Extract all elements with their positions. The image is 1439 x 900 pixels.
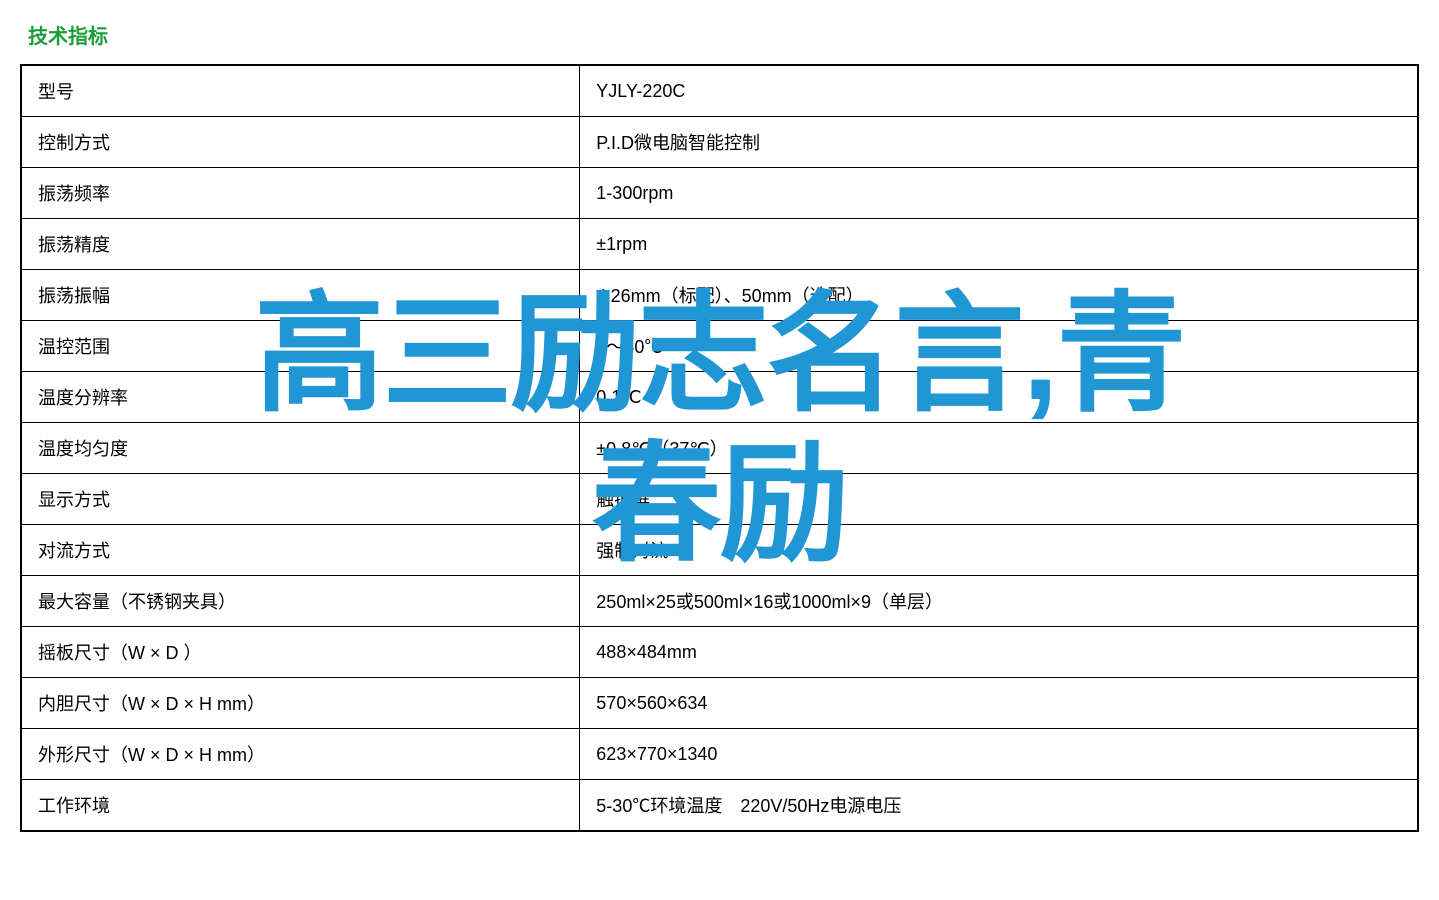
table-row: 振荡频率 1-300rpm (21, 168, 1418, 219)
spec-value: 488×484mm (580, 627, 1418, 678)
spec-label: 振荡精度 (21, 219, 580, 270)
spec-label: 最大容量（不锈钢夹具） (21, 576, 580, 627)
section-title: 技术指标 (20, 20, 1419, 49)
specifications-table: 型号 YJLY-220C 控制方式 P.I.D微电脑智能控制 振荡频率 1-30… (20, 64, 1419, 832)
spec-label: 温度分辨率 (21, 372, 580, 423)
spec-value: 强制对流 (580, 525, 1418, 576)
table-row: 振荡精度 ±1rpm (21, 219, 1418, 270)
spec-label: 温度均匀度 (21, 423, 580, 474)
spec-value: ±0.8℃（37℃） (580, 423, 1418, 474)
spec-value: 0.1℃ (580, 372, 1418, 423)
spec-value: 570×560×634 (580, 678, 1418, 729)
table-row: 控制方式 P.I.D微电脑智能控制 (21, 117, 1418, 168)
table-row: 温度均匀度 ±0.8℃（37℃） (21, 423, 1418, 474)
table-row: 外形尺寸（W × D × H mm） 623×770×1340 (21, 729, 1418, 780)
spec-label: 对流方式 (21, 525, 580, 576)
table-row: 型号 YJLY-220C (21, 65, 1418, 117)
spec-value: 250ml×25或500ml×16或1000ml×9（单层） (580, 576, 1418, 627)
spec-label: 控制方式 (21, 117, 580, 168)
table-row: 对流方式 强制对流 (21, 525, 1418, 576)
table-row: 显示方式 触摸屏 (21, 474, 1418, 525)
spec-value: 1-300rpm (580, 168, 1418, 219)
table-row: 内胆尺寸（W × D × H mm） 570×560×634 (21, 678, 1418, 729)
spec-value: YJLY-220C (580, 65, 1418, 117)
spec-label: 温控范围 (21, 321, 580, 372)
spec-label: 内胆尺寸（W × D × H mm） (21, 678, 580, 729)
spec-value: 4～60℃ (580, 321, 1418, 372)
spec-label: 工作环境 (21, 780, 580, 832)
spec-label: 摇板尺寸（W × D ） (21, 627, 580, 678)
table-row: 摇板尺寸（W × D ） 488×484mm (21, 627, 1418, 678)
spec-value: 5-30℃环境温度 220V/50Hz电源电压 (580, 780, 1418, 832)
spec-label: 显示方式 (21, 474, 580, 525)
spec-label: 振荡振幅 (21, 270, 580, 321)
spec-label: 外形尺寸（W × D × H mm） (21, 729, 580, 780)
spec-label: 振荡频率 (21, 168, 580, 219)
table-row: 温度分辨率 0.1℃ (21, 372, 1418, 423)
table-row: 温控范围 4～60℃ (21, 321, 1418, 372)
table-row: 振荡振幅 Φ26mm（标配）、50mm（选配） (21, 270, 1418, 321)
table-row: 工作环境 5-30℃环境温度 220V/50Hz电源电压 (21, 780, 1418, 832)
spec-value: P.I.D微电脑智能控制 (580, 117, 1418, 168)
spec-value: Φ26mm（标配）、50mm（选配） (580, 270, 1418, 321)
table-row: 最大容量（不锈钢夹具） 250ml×25或500ml×16或1000ml×9（单… (21, 576, 1418, 627)
spec-value: ±1rpm (580, 219, 1418, 270)
spec-value: 触摸屏 (580, 474, 1418, 525)
spec-label: 型号 (21, 65, 580, 117)
spec-value: 623×770×1340 (580, 729, 1418, 780)
table-body: 型号 YJLY-220C 控制方式 P.I.D微电脑智能控制 振荡频率 1-30… (21, 65, 1418, 831)
